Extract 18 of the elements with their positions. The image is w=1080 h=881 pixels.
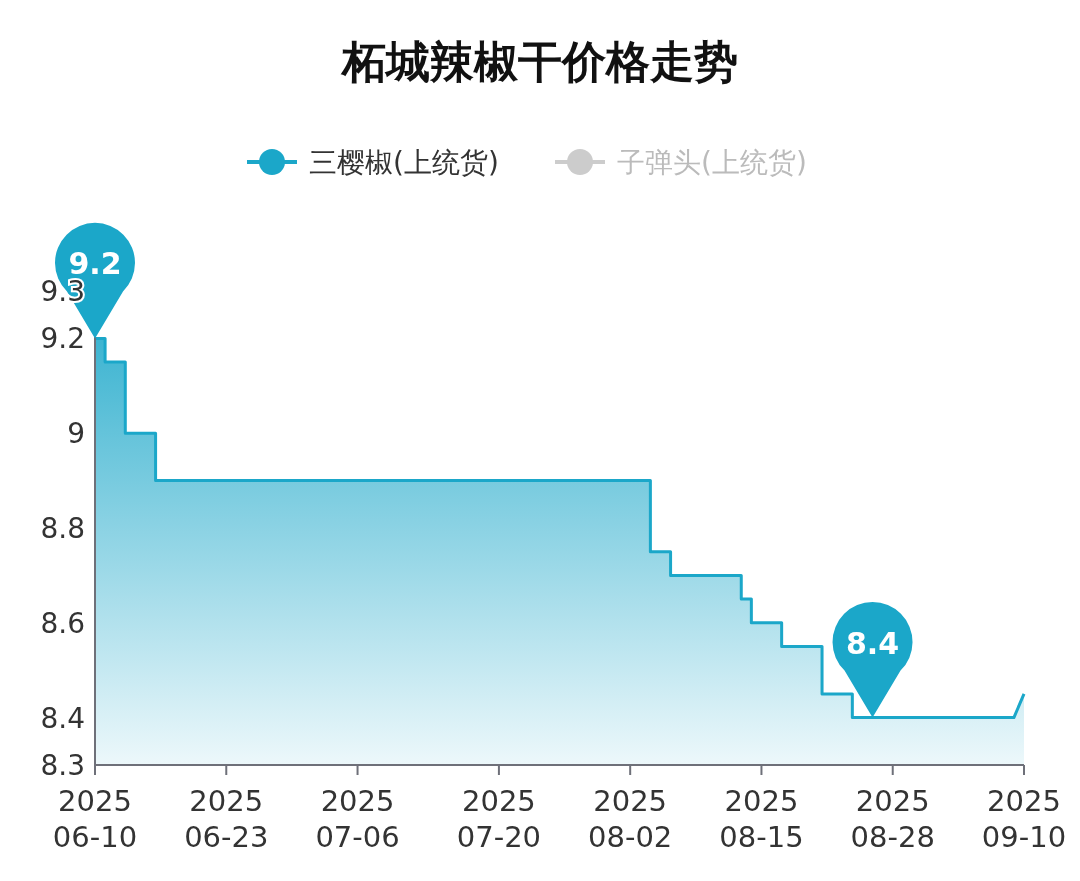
chart-title: 柘城辣椒干价格走势 <box>340 36 738 87</box>
y-tick-label: 9.2 <box>40 322 85 356</box>
x-tick-label: 2025 06-23 <box>184 784 269 854</box>
legend-label: 子弹头(上统货) <box>617 146 807 179</box>
y-tick-label: 8.6 <box>40 606 85 640</box>
y-tick-label: 8.4 <box>40 701 85 735</box>
y-tick-label: 8.3 <box>40 749 85 782</box>
x-tick-label: 2025 08-15 <box>719 784 804 854</box>
y-tick-label: 9 <box>67 417 85 451</box>
x-tick-label: 2025 07-06 <box>315 784 400 854</box>
annotation: 8.4 <box>845 625 900 661</box>
x-tick-label: 2025 09-10 <box>981 784 1067 854</box>
x-tick-label: 2025 07-20 <box>456 784 542 854</box>
x-tick-label: 2025 08-28 <box>850 784 935 854</box>
legend-label: 三樱椒(上统货) <box>309 146 499 179</box>
x-tick-label: 2025 08-02 <box>588 784 673 854</box>
x-tick-label: 2025 06-10 <box>52 784 138 854</box>
y-tick-label: 8.8 <box>40 512 85 545</box>
